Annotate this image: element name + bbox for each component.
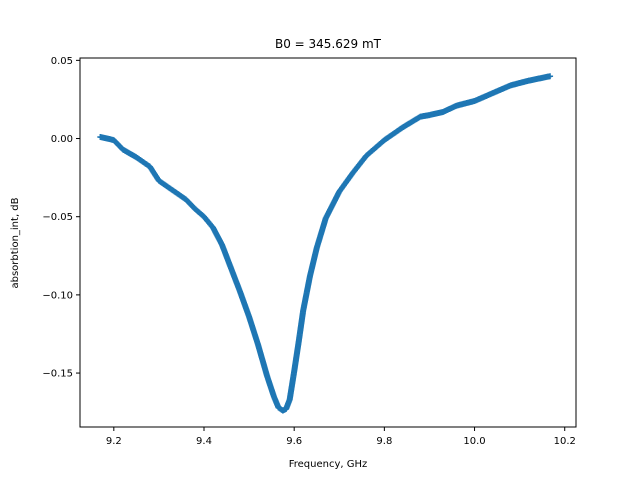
y-tick-label: −0.10: [42, 290, 73, 301]
x-axis-label: Frequency, GHz: [289, 459, 368, 470]
x-tick-label: 9.8: [376, 436, 392, 447]
data-series: [97, 73, 554, 414]
y-tick-label: 0.00: [51, 134, 73, 145]
y-axis-label: absorbtion_int, dB: [10, 197, 21, 288]
plot-area: [97, 73, 554, 414]
chart-title: B0 = 345.629 mT: [275, 37, 382, 51]
axes-frame: [79, 57, 577, 428]
y-tick-label: −0.15: [42, 369, 73, 380]
axes: 9.2 9.4 9.6 9.8 10.0 10.2 0.05 0.00 −0.05 −0.10 −0…: [42, 56, 577, 447]
data-point: [547, 73, 554, 80]
x-tick-label: 9.2: [106, 436, 122, 447]
y-tick-label: 0.05: [51, 56, 73, 67]
x-tick-label: 9.4: [196, 436, 212, 447]
x-tick-label: 9.6: [286, 436, 302, 447]
x-tick-label: 10.2: [554, 436, 576, 447]
y-tick-label: −0.05: [42, 212, 73, 223]
x-tick-label: 10.0: [463, 436, 485, 447]
